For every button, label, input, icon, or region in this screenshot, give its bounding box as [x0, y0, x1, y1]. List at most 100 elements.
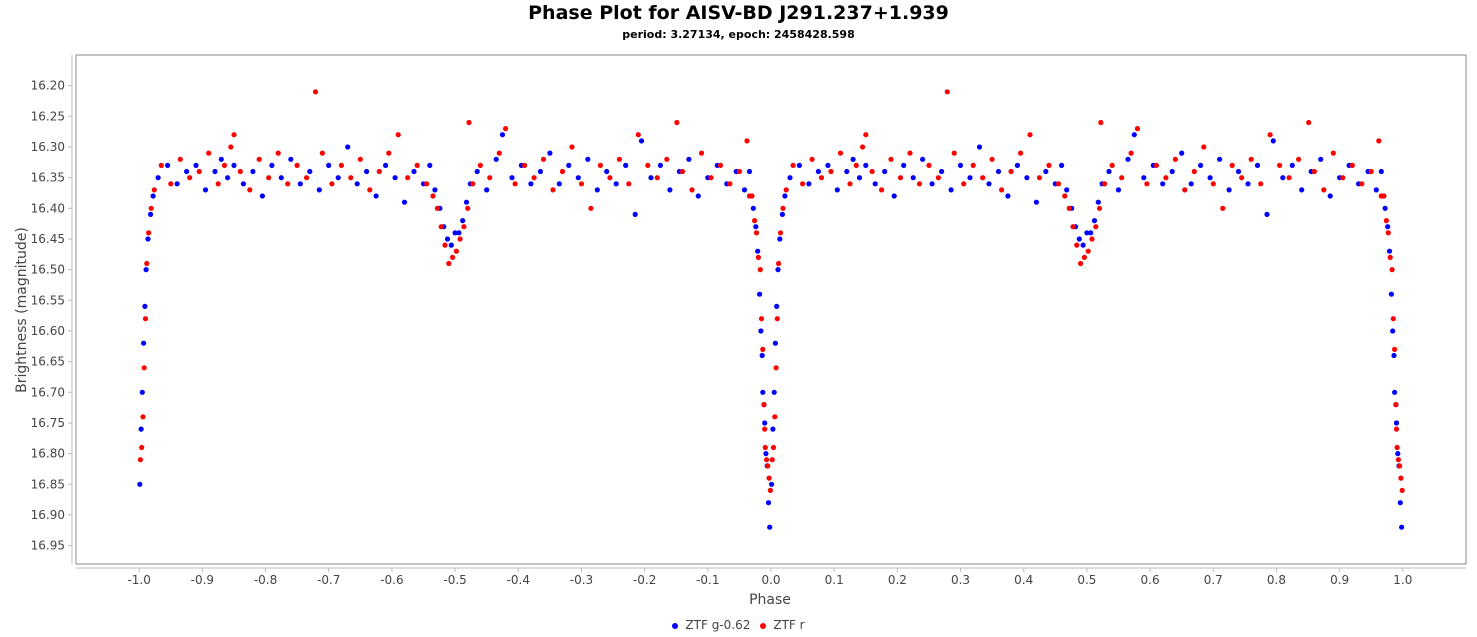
data-point	[1245, 181, 1251, 187]
data-point	[432, 187, 438, 193]
data-point	[774, 316, 780, 322]
data-point	[926, 162, 932, 168]
data-point	[1286, 175, 1292, 181]
data-point	[1172, 156, 1178, 162]
data-point	[1210, 181, 1216, 187]
data-point	[1311, 168, 1317, 175]
data-point	[1095, 199, 1101, 205]
data-point	[767, 524, 773, 530]
data-point	[976, 144, 983, 150]
data-point	[304, 175, 310, 181]
data-point	[218, 156, 224, 162]
data-point	[448, 242, 454, 248]
data-point	[1359, 181, 1365, 187]
data-point	[901, 162, 907, 168]
data-point	[1397, 463, 1403, 469]
data-point	[187, 175, 193, 181]
data-point	[452, 230, 458, 236]
data-point	[386, 150, 392, 156]
data-point	[635, 132, 641, 138]
data-point	[897, 175, 904, 181]
data-point	[744, 138, 750, 144]
data-point	[383, 162, 389, 168]
data-point	[1091, 218, 1098, 224]
data-point	[1389, 267, 1395, 273]
data-point	[345, 144, 351, 150]
data-point	[783, 187, 789, 193]
data-point	[815, 168, 822, 175]
data-point	[761, 402, 767, 408]
data-point	[1106, 168, 1112, 175]
data-point	[348, 175, 354, 181]
data-point	[613, 181, 619, 187]
data-point	[1018, 150, 1024, 156]
y-tick-label: 16.80	[31, 447, 65, 461]
data-point	[837, 150, 844, 156]
data-point	[1128, 150, 1134, 156]
data-point	[863, 132, 869, 138]
data-point	[796, 162, 803, 168]
data-point	[750, 205, 756, 211]
data-point	[465, 205, 471, 211]
data-point	[769, 457, 775, 463]
data-point	[1109, 162, 1115, 168]
data-point	[531, 175, 537, 181]
data-point	[648, 175, 654, 181]
data-point	[1289, 162, 1295, 168]
data-point	[787, 175, 793, 181]
data-point	[986, 181, 992, 187]
data-point	[1393, 420, 1400, 426]
data-point	[578, 181, 585, 187]
data-point	[547, 150, 553, 156]
chart-title: Phase Plot for AISV-BD J291.237+1.939	[528, 2, 949, 24]
data-point	[765, 500, 772, 506]
data-point	[654, 175, 660, 181]
data-point	[774, 303, 780, 309]
data-point	[776, 260, 782, 267]
data-point	[679, 168, 686, 175]
data-point	[269, 162, 275, 168]
x-tick-label: -0.1	[696, 573, 719, 587]
data-point	[1088, 230, 1094, 236]
data-point	[1264, 211, 1270, 217]
x-tick-label: 0.0	[761, 573, 780, 587]
data-point	[1368, 168, 1374, 175]
data-point	[597, 162, 604, 168]
data-point	[1395, 451, 1401, 457]
data-point	[354, 181, 360, 187]
data-point	[1388, 291, 1394, 297]
data-point	[695, 193, 701, 199]
data-point	[755, 248, 761, 254]
data-point	[760, 346, 766, 352]
data-point	[231, 162, 237, 168]
data-point	[430, 193, 436, 199]
data-point	[297, 181, 303, 187]
data-point	[151, 187, 157, 193]
data-point	[1055, 181, 1062, 187]
data-point	[1330, 150, 1336, 156]
data-point	[948, 187, 954, 193]
data-point	[453, 248, 459, 254]
legend-marker-icon	[760, 622, 767, 629]
data-point	[1131, 132, 1137, 138]
data-point	[746, 168, 753, 175]
data-point	[1078, 260, 1084, 267]
data-point	[438, 224, 444, 230]
data-point	[288, 156, 294, 162]
data-point	[326, 162, 332, 168]
data-point	[528, 181, 534, 187]
data-point	[193, 162, 199, 168]
data-point	[935, 175, 942, 181]
y-axis-label: Brightness (magnitude)	[14, 227, 30, 393]
data-point	[137, 481, 143, 487]
data-point	[1393, 402, 1399, 408]
legend-label: ZTF g-0.62	[685, 618, 751, 632]
data-point	[424, 181, 430, 187]
data-point	[1062, 193, 1068, 199]
data-point	[818, 175, 825, 181]
data-point	[746, 193, 753, 199]
data-point	[1074, 242, 1080, 248]
data-point	[550, 187, 556, 193]
data-point	[1395, 457, 1401, 463]
x-tick-label: -0.2	[633, 573, 656, 587]
